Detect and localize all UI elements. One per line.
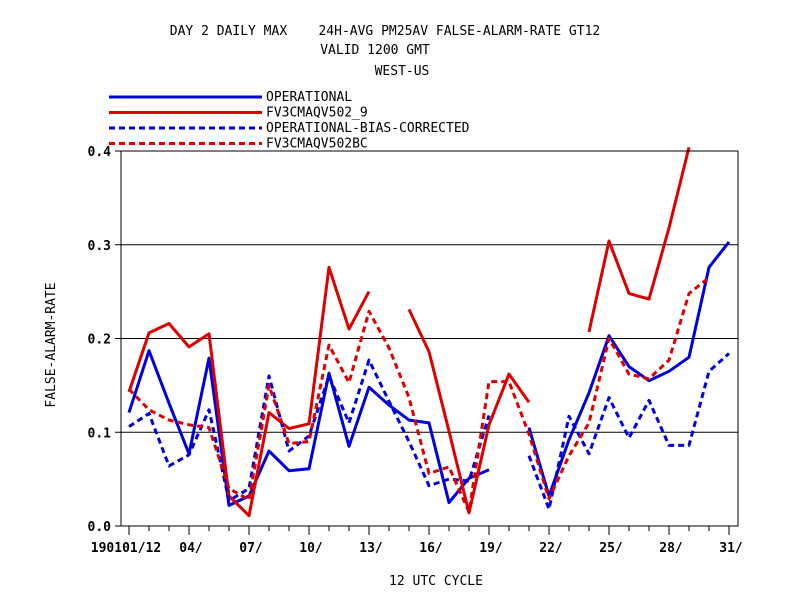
x-tick-label: 19/ — [479, 541, 503, 556]
legend-label: FV3CMAQV502BC — [266, 137, 368, 152]
y-tick-label: 0.2 — [88, 333, 111, 348]
x-tick-label: 04/ — [179, 541, 203, 556]
y-tick-label: 0.0 — [88, 520, 112, 535]
x-tick-label: 07/ — [239, 541, 263, 556]
series-lines — [127, 146, 731, 518]
legend: OPERATIONALFV3CMAQV502_9OPERATIONAL-BIAS… — [109, 90, 470, 152]
title-line-1: DAY 2 DAILY MAX 24H-AVG PM25AV FALSE-ALA… — [170, 24, 600, 39]
y-axis-ticks: 0.0 0.1 0.2 0.3 0.4 — [88, 145, 121, 535]
title-line-2: VALID 1200 GMT — [320, 43, 430, 58]
y-axis-label: FALSE-ALARM-RATE — [44, 282, 59, 407]
x-tick-label: 13/ — [359, 541, 383, 556]
legend-label: OPERATIONAL — [266, 90, 352, 105]
x-tick-label: 25/ — [599, 541, 623, 556]
legend-label: FV3CMAQV502_9 — [266, 106, 368, 121]
x-tick-label: 31/ — [719, 541, 743, 556]
legend-label: OPERATIONAL-BIAS-CORRECTED — [266, 121, 470, 136]
series-line-4 — [127, 276, 710, 514]
y-tick-label: 0.1 — [88, 426, 112, 441]
grid-lines — [121, 244, 738, 433]
x-axis-label: 12 UTC CYCLE — [389, 574, 483, 589]
x-tick-label: 190101/12 — [91, 541, 161, 556]
x-tick-label: 28/ — [659, 541, 683, 556]
y-tick-label: 0.4 — [88, 145, 112, 160]
y-tick-label: 0.3 — [88, 239, 111, 254]
chart-title: DAY 2 DAILY MAX 24H-AVG PM25AV FALSE-ALA… — [170, 24, 600, 79]
x-tick-label: 10/ — [299, 541, 323, 556]
series-line-2 — [127, 146, 691, 518]
x-tick-label: 16/ — [419, 541, 443, 556]
series-line-1 — [127, 240, 731, 507]
x-axis-ticks: 190101/12 04/07/10/13/16/19/22/25/28/31/ — [91, 526, 743, 556]
title-line-3: WEST-US — [375, 64, 430, 79]
x-tick-label: 22/ — [539, 541, 563, 556]
